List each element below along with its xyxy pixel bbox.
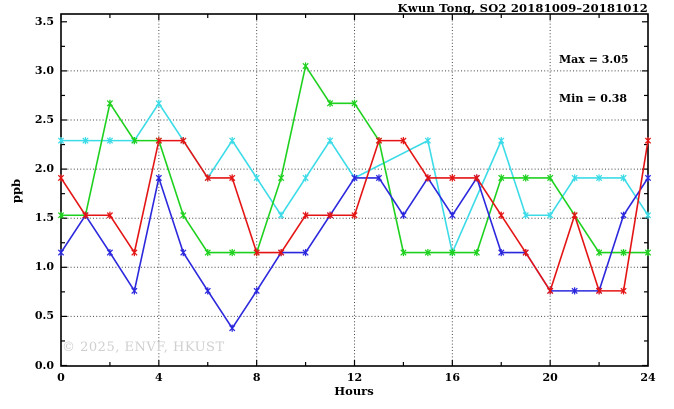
min-annotation: Min = 0.38 (559, 92, 628, 105)
max-annotation: Max = 3.05 (559, 53, 629, 66)
x-tick-label: 12 (346, 371, 363, 384)
y-tick-label: 0.5 (34, 309, 54, 323)
x-tick-label: 4 (155, 371, 163, 384)
x-axis-label: Hours (334, 384, 374, 398)
x-tick-label: 16 (444, 371, 460, 384)
y-tick-label: 2.5 (34, 113, 54, 126)
y-tick-label: 1.5 (34, 211, 54, 225)
chart-title: Kwun Tong, SO2 20181009–20181012 (397, 1, 648, 15)
x-tick-label: 20 (542, 371, 558, 384)
watermark: © 2025, ENVF, HKUST (62, 340, 225, 355)
y-tick-label: 3.5 (34, 14, 54, 28)
x-tick-label: 0 (57, 371, 65, 384)
y-tick-label: 1.0 (34, 260, 54, 274)
x-tick-label: 8 (252, 371, 261, 384)
y-tick-label: 3.0 (34, 63, 54, 77)
stats-annotation: Max = 3.05 Min = 0.38 (559, 27, 629, 131)
y-tick-label: 0.0 (34, 358, 54, 372)
y-tick-label: 2.0 (34, 162, 54, 176)
x-tick-label: 24 (640, 371, 656, 384)
